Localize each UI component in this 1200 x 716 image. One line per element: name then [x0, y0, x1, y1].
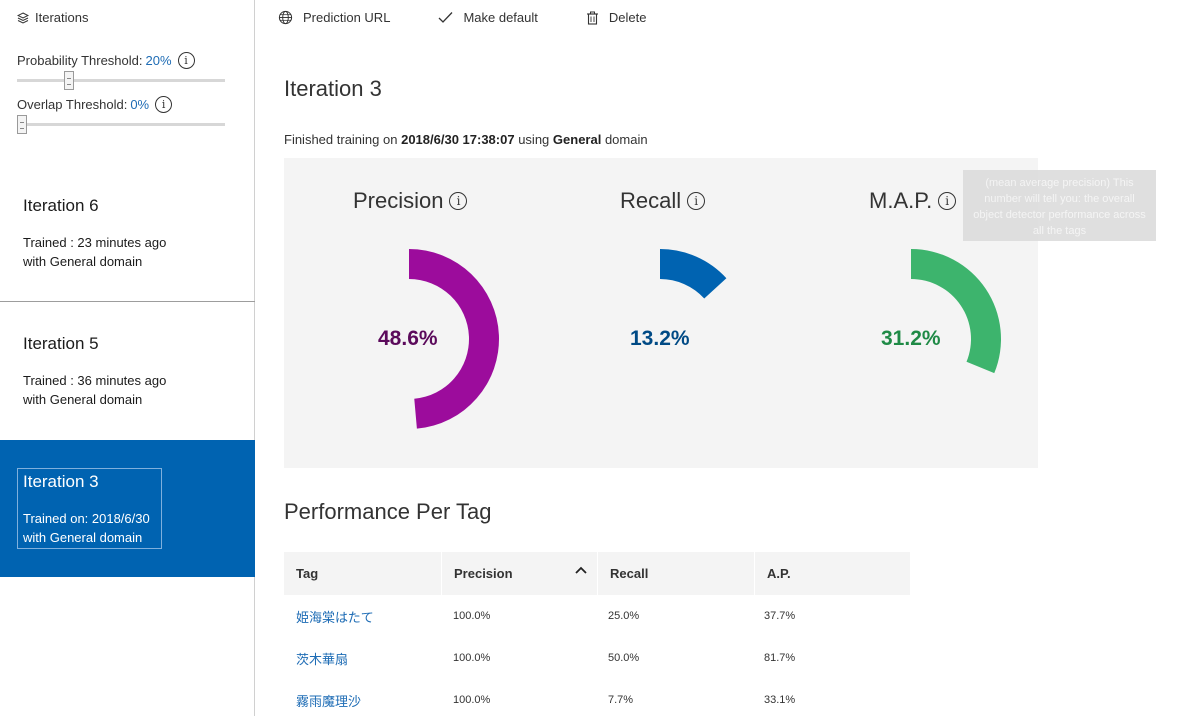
column-header-recall[interactable]: Recall	[598, 552, 754, 595]
layers-icon	[17, 11, 29, 24]
ap-cell: 33.1%	[764, 694, 796, 706]
tag-link[interactable]: 茨木華扇	[296, 651, 349, 667]
training-datetime: 2018/6/30 17:38:07	[401, 132, 515, 147]
sidebar: Iterations Probability Threshold: 20% i …	[0, 0, 255, 716]
metric-gauges	[409, 249, 1001, 429]
slider-thumb[interactable]	[63, 71, 74, 90]
divider	[0, 301, 255, 302]
map-label: M.A.P. i	[869, 188, 957, 214]
precision-cell: 100.0%	[453, 694, 491, 706]
iteration-item-selected[interactable]: Iteration 3 Trained on: 2018/6/30 with G…	[0, 440, 255, 577]
map-value: 31.2%	[881, 327, 941, 350]
map-tooltip: (mean average precision) This number wil…	[963, 170, 1156, 241]
recall-label: Recall i	[620, 188, 706, 214]
tag-link[interactable]: 姫海棠はたて	[296, 609, 374, 625]
overlap-threshold-label: Overlap Threshold: 0% i	[17, 96, 173, 113]
probability-threshold-slider[interactable]	[17, 71, 225, 90]
toolbar: Prediction URL Make default Delete	[278, 10, 694, 25]
precision-cell: 100.0%	[453, 610, 491, 622]
focus-outline	[17, 468, 162, 549]
table-row: 姫海棠はたて 100.0% 25.0% 37.7%	[284, 595, 910, 637]
section-title: Performance Per Tag	[284, 499, 492, 524]
metrics-panel: Precision i Recall i M.A.P. i 48.6% 13.2…	[284, 158, 1038, 468]
iteration-trained: Trained : 36 minutes ago	[23, 373, 167, 388]
table-row: 霧雨魔理沙 100.0% 7.7% 33.1%	[284, 679, 910, 716]
iteration-trained: Trained on: 2018/6/30	[23, 511, 150, 526]
checkmark-icon	[438, 12, 453, 23]
delete-button[interactable]: Delete	[586, 10, 646, 25]
iteration-item[interactable]: Iteration 6 Trained : 23 minutes ago wit…	[0, 164, 255, 301]
column-header-precision[interactable]: Precision	[442, 552, 597, 595]
performance-table: Tag Precision Recall A.P. 姫海棠はたて 100.0% …	[284, 552, 910, 716]
probability-threshold-value: 20%	[145, 53, 172, 68]
iterations-header-label: Iterations	[35, 10, 89, 25]
prediction-url-button[interactable]: Prediction URL	[278, 10, 390, 25]
sort-ascending-icon	[575, 566, 587, 574]
recall-cell: 7.7%	[608, 694, 634, 706]
page-title: Iteration 3	[284, 76, 382, 101]
trash-icon	[586, 11, 598, 25]
column-header-tag[interactable]: Tag	[284, 552, 441, 595]
iteration-title: Iteration 3	[23, 472, 99, 491]
info-icon[interactable]: i	[449, 192, 468, 210]
info-icon[interactable]: i	[155, 96, 173, 113]
iterations-header[interactable]: Iterations	[17, 10, 88, 25]
recall-cell: 25.0%	[608, 610, 640, 622]
training-domain: General	[552, 132, 602, 147]
table-header: Tag Precision Recall A.P.	[284, 552, 910, 595]
ap-cell: 81.7%	[764, 652, 796, 664]
overlap-threshold-slider[interactable]	[17, 115, 225, 134]
gauge-arc-recall	[660, 249, 727, 299]
make-default-button[interactable]: Make default	[438, 10, 538, 25]
training-info: Finished training on 2018/6/30 17:38:07 …	[284, 132, 648, 147]
probability-threshold-label: Probability Threshold: 20% i	[17, 52, 195, 69]
info-icon[interactable]: i	[687, 192, 706, 210]
iteration-domain: with General domain	[23, 530, 143, 545]
recall-cell: 50.0%	[608, 652, 640, 664]
precision-cell: 100.0%	[453, 652, 491, 664]
ap-cell: 37.7%	[764, 610, 796, 622]
iteration-trained: Trained : 23 minutes ago	[23, 235, 167, 250]
gauge-arc-map	[911, 249, 1001, 374]
info-icon[interactable]: i	[177, 52, 195, 69]
info-icon[interactable]: i	[938, 192, 957, 210]
iteration-item[interactable]: Iteration 5 Trained : 36 minutes ago wit…	[0, 302, 255, 439]
precision-value: 48.6%	[378, 327, 438, 350]
slider-thumb[interactable]	[17, 115, 27, 134]
gauge-arc-precision	[409, 249, 500, 429]
iteration-title: Iteration 6	[23, 196, 99, 215]
recall-value: 13.2%	[630, 327, 690, 350]
iteration-domain: with General domain	[23, 254, 143, 269]
table-row: 茨木華扇 100.0% 50.0% 81.7%	[284, 637, 910, 679]
tag-link[interactable]: 霧雨魔理沙	[296, 693, 362, 709]
globe-icon	[278, 10, 293, 25]
column-header-ap[interactable]: A.P.	[755, 552, 910, 595]
iteration-domain: with General domain	[23, 392, 143, 407]
iteration-title: Iteration 5	[23, 334, 99, 353]
precision-label: Precision i	[353, 188, 468, 214]
overlap-threshold-value: 0%	[130, 97, 150, 112]
